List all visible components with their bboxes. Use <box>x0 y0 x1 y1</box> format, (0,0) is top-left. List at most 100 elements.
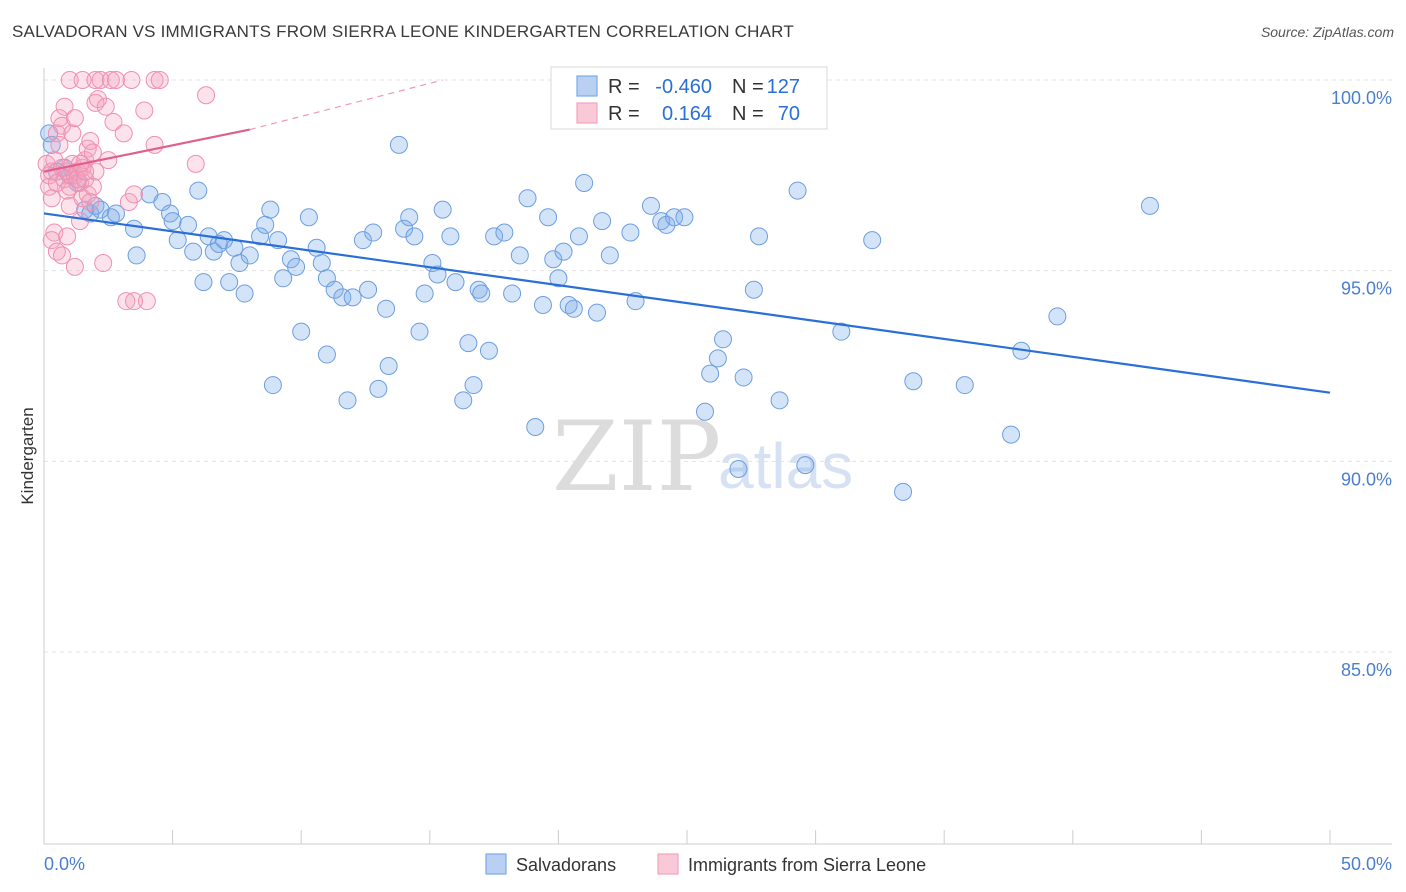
salvadoran-point <box>240 246 259 265</box>
salvadoran-point <box>796 456 815 475</box>
legend-n-label-2: N = <box>732 103 764 125</box>
sierra-leone-point <box>50 135 69 154</box>
salvadoran-point <box>894 482 913 501</box>
bottom-legend-swatch-pink <box>657 853 679 875</box>
x-tick-label-max: 50.0% <box>1341 854 1392 874</box>
salvadoran-point <box>441 227 460 246</box>
salvadoran-point <box>415 284 434 303</box>
sierra-leone-point <box>65 257 84 276</box>
salvadoran-point <box>274 269 293 288</box>
salvadoran-point <box>251 227 270 246</box>
salvadoran-point <box>621 223 640 242</box>
salvadoran-point <box>533 295 552 314</box>
salvadoran-point <box>292 322 311 341</box>
watermark-atlas: atlas <box>718 430 853 502</box>
salvadoran-point <box>593 212 612 231</box>
legend-n-value-2: 70 <box>778 103 800 125</box>
sierra-leone-point <box>58 181 77 200</box>
salvadoran-point <box>788 181 807 200</box>
salvadoran-point <box>526 418 545 437</box>
y-tick-labels: 100.0% 95.0% 90.0% 85.0% <box>1331 88 1392 680</box>
salvadoran-point <box>395 219 414 238</box>
legend-r-value-1: -0.460 <box>655 76 712 98</box>
sierra-leone-point <box>137 292 156 311</box>
legend-r-value-2: 0.164 <box>662 103 712 125</box>
salvadoran-point <box>554 242 573 261</box>
salvadoran-point <box>389 135 408 154</box>
bottom-legend-label-salvadorans: Salvadorans <box>516 855 616 875</box>
salvadoran-point <box>770 391 789 410</box>
salvadoran-point <box>307 238 326 257</box>
sierra-leone-trend-line <box>43 128 250 173</box>
salvadoran-point <box>377 299 396 318</box>
salvadoran-point <box>549 269 568 288</box>
salvadoran-point <box>503 284 522 303</box>
salvadoran-point <box>600 246 619 265</box>
salvadoran-point <box>575 173 594 192</box>
y-tick-label: 100.0% <box>1331 88 1392 108</box>
salvadoran-point <box>369 379 388 398</box>
watermark-zip: ZIP <box>552 401 721 513</box>
sierra-leone-point <box>89 90 108 109</box>
salvadoran-point <box>405 227 424 246</box>
sierra-leone-point <box>135 101 154 120</box>
sierra-leone-point <box>150 71 169 89</box>
salvadoran-point <box>955 376 974 395</box>
sierra-leone-point <box>42 189 61 208</box>
salvadoran-point <box>1140 196 1159 215</box>
salvadoran-point <box>433 200 452 219</box>
salvadoran-point <box>569 227 588 246</box>
salvadoran-point <box>832 322 851 341</box>
legend-swatch-pink <box>576 102 598 124</box>
sierra-leone-point <box>65 109 84 128</box>
salvadoran-point <box>665 208 684 227</box>
salvadoran-point <box>587 303 606 322</box>
salvadoran-point <box>1002 425 1021 444</box>
salvadoran-point <box>454 391 473 410</box>
salvadoran-point <box>904 372 923 391</box>
salvadoran-point <box>107 204 126 223</box>
sierra-leone-point <box>63 124 82 143</box>
bottom-legend-swatch-blue <box>485 853 507 875</box>
source-label: Source: ZipAtlas.com <box>1260 24 1394 40</box>
salvadoran-point <box>714 330 733 349</box>
sierra-leone-point <box>125 185 144 204</box>
sierra-leone-point <box>83 177 102 196</box>
sierra-leone-point <box>53 246 72 265</box>
salvadoran-point <box>263 376 282 395</box>
sierra-leone-point <box>104 112 123 131</box>
sierra-leone-point <box>71 212 90 231</box>
salvadoran-point <box>125 219 144 238</box>
sierra-leone-point <box>96 97 115 116</box>
salvadoran-point <box>127 246 146 265</box>
salvadoran-point <box>729 459 748 478</box>
salvadoran-point <box>708 349 727 368</box>
salvadoran-point <box>539 208 558 227</box>
salvadoran-point <box>863 231 882 250</box>
salvadoran-point <box>333 288 352 307</box>
chart-title: SALVADORAN VS IMMIGRANTS FROM SIERRA LEO… <box>12 22 794 41</box>
sierra-leone-point <box>81 132 100 151</box>
salvadoran-point <box>479 341 498 360</box>
salvadoran-point <box>675 208 694 227</box>
legend-n-value-1: 127 <box>767 76 800 98</box>
salvadoran-point <box>287 257 306 276</box>
sierra-leone-point <box>55 97 74 116</box>
sierra-leone-point <box>117 292 136 311</box>
sierra-leone-point <box>101 71 120 89</box>
salvadoran-point <box>325 280 344 299</box>
salvadoran-point <box>184 242 203 261</box>
salvadoran-point <box>364 223 383 242</box>
salvadoran-point <box>472 284 491 303</box>
salvadoran-point <box>220 273 239 292</box>
sierra-leone-point <box>86 71 105 89</box>
salvadoran-point <box>353 231 372 250</box>
salvadoran-point <box>510 246 529 265</box>
legend-swatch-blue <box>576 75 598 97</box>
legend-n-label-1: N = <box>732 76 764 98</box>
bottom-legend-label-sierra-leone: Immigrants from Sierra Leone <box>688 855 926 875</box>
salvadoran-point <box>379 357 398 375</box>
sierra-leone-point <box>145 71 164 89</box>
salvadoran-point <box>564 299 583 318</box>
